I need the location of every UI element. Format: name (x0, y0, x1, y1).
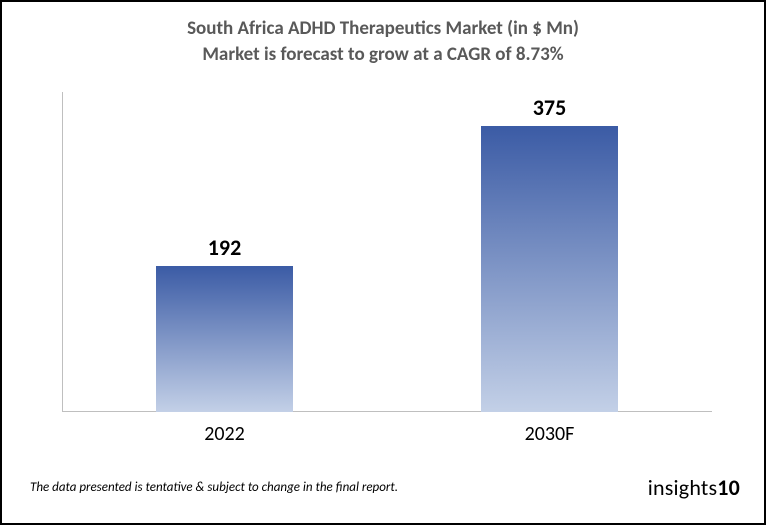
logo-text-b: 10 (717, 474, 740, 501)
bar-value-label: 192 (156, 234, 293, 261)
bars-container: 192 375 (62, 92, 712, 412)
logo-text-a: insights (648, 474, 718, 501)
chart-frame: South Africa ADHD Therapeutics Market (i… (0, 0, 766, 525)
bar-value-label: 375 (481, 94, 618, 121)
title-line-2: Market is forecast to grow at a CAGR of … (202, 43, 563, 66)
category-label: 2030F (387, 422, 712, 446)
title-line-1: South Africa ADHD Therapeutics Market (i… (187, 17, 579, 40)
brand-logo: insights10 (648, 474, 740, 501)
category-label: 2022 (62, 422, 387, 446)
plot-area: 192 375 (62, 92, 712, 412)
bar: 375 (481, 126, 618, 412)
bar: 192 (156, 266, 293, 412)
chart-title: South Africa ADHD Therapeutics Market (i… (2, 16, 764, 67)
disclaimer-text: The data presented is tentative & subjec… (30, 480, 398, 495)
